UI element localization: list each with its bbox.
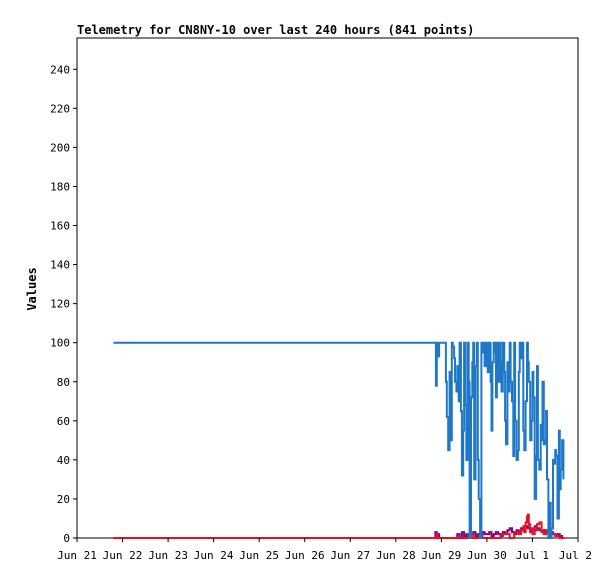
series-2-line [113, 513, 565, 539]
y-tick-label: 180 [50, 180, 70, 193]
chart-title: Telemetry for CN8NY-10 over last 240 hou… [77, 23, 474, 37]
x-tick-label: Jun 22 [103, 549, 143, 562]
y-axis-label: Values [25, 267, 39, 310]
y-tick-label: 0 [63, 532, 70, 545]
x-tick-label: Jun 23 [148, 549, 188, 562]
x-tick-label: Jun 25 [239, 549, 279, 562]
x-tick-label: Jul 1 [516, 549, 549, 562]
y-tick-label: 200 [50, 141, 70, 154]
x-tick-label: Jun 28 [376, 549, 416, 562]
x-tick-label: Jun 21 [57, 549, 97, 562]
x-tick-label: Jun 30 [467, 549, 507, 562]
x-tick-label: Jun 29 [421, 549, 461, 562]
y-tick-label: 80 [57, 376, 70, 389]
y-tick-label: 220 [50, 102, 70, 115]
x-axis: Jun 21 Jun 22 Jun 23 Jun 24 Jun 25 Jun 26 Jun … [57, 538, 592, 562]
series-layer [113, 341, 565, 539]
series-3-line [113, 525, 565, 539]
y-tick-label: 100 [50, 337, 70, 350]
y-tick-label: 20 [57, 493, 70, 506]
x-tick-label: Jul 2 [559, 549, 592, 562]
x-tick-label: Jun 24 [194, 549, 234, 562]
y-tick-label: 160 [50, 220, 70, 233]
y-tick-label: 140 [50, 259, 70, 272]
y-tick-label: 120 [50, 298, 70, 311]
x-tick-label: Jun 26 [285, 549, 325, 562]
plot-area [76, 37, 579, 539]
series-1-line [113, 341, 565, 539]
y-axis: 0 20 40 60 80 100 120 140 160 180 200 220 240 [50, 63, 77, 545]
y-tick-label: 60 [57, 415, 70, 428]
y-tick-label: 240 [50, 63, 70, 76]
x-tick-label: Jun 27 [330, 549, 370, 562]
y-tick-label: 40 [57, 454, 70, 467]
